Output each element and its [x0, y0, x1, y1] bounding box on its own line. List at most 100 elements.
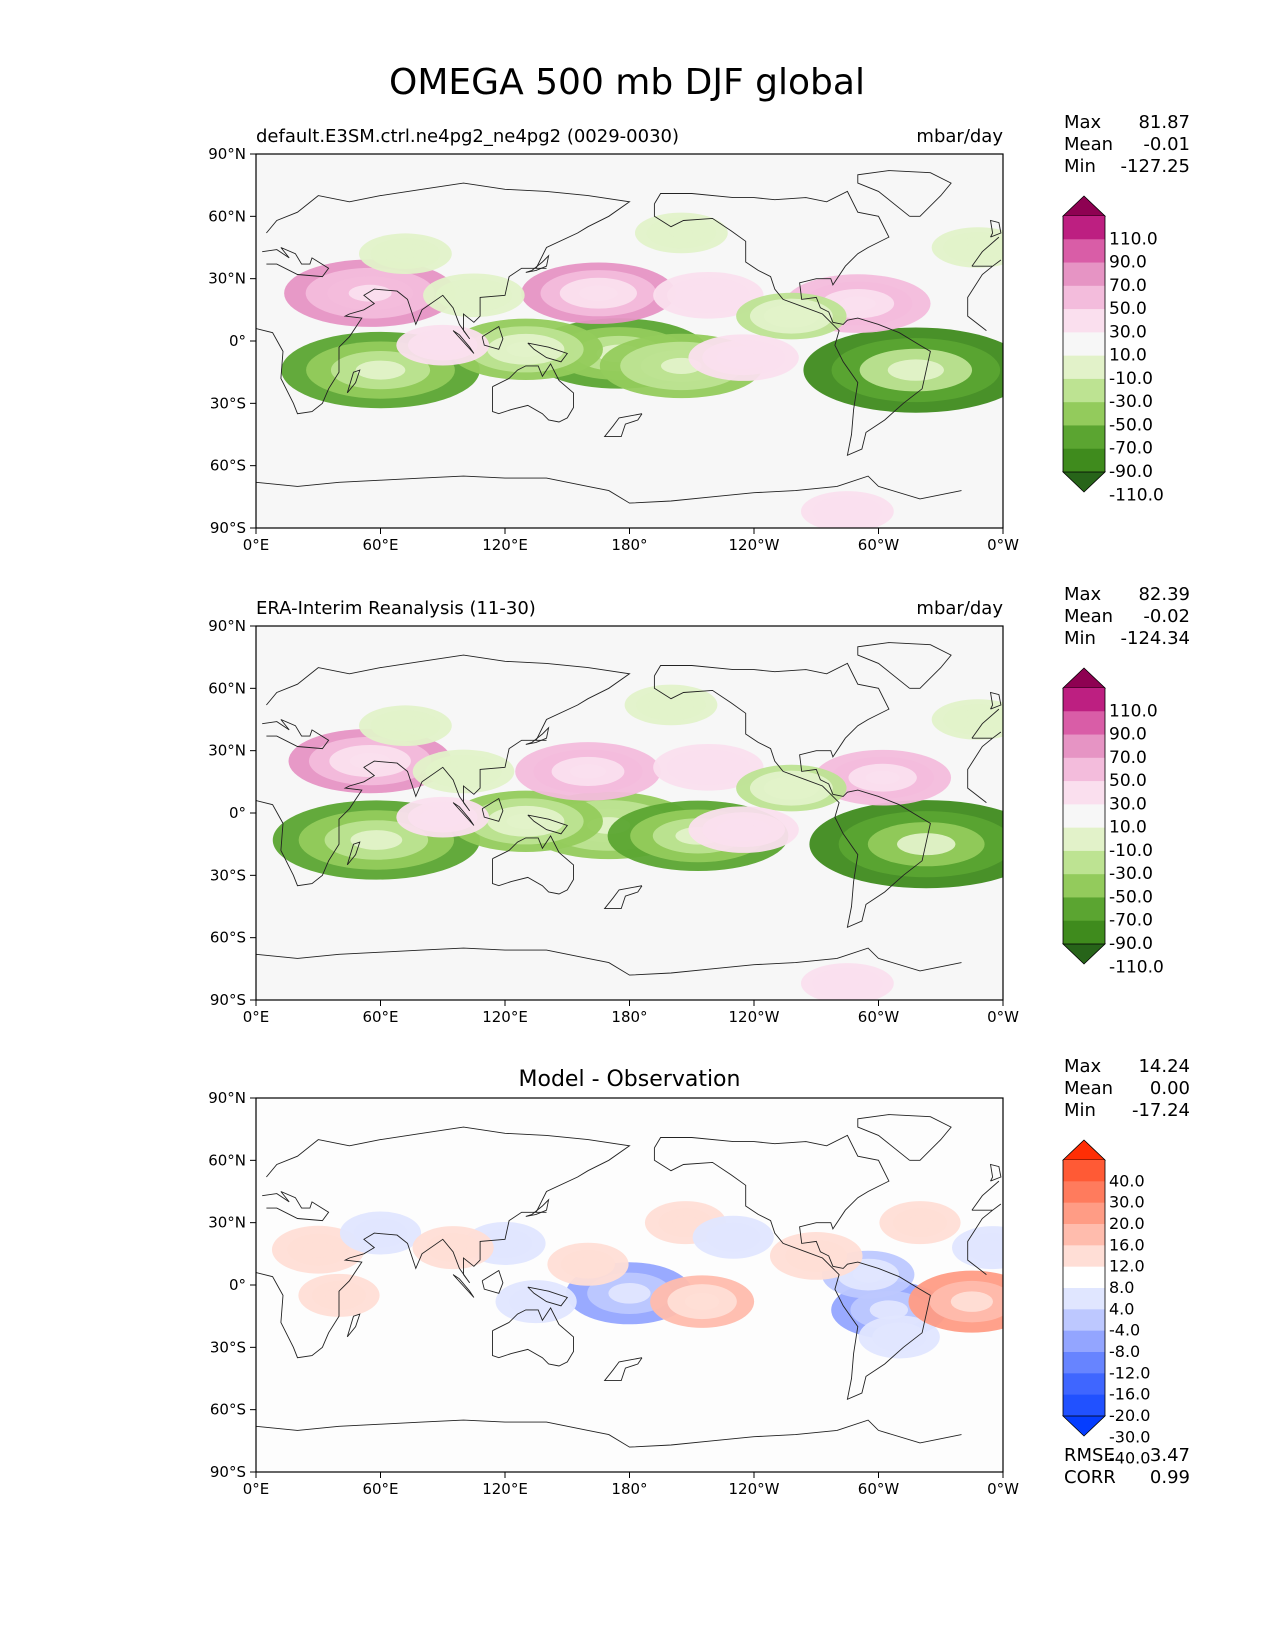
coastline — [857, 170, 952, 217]
colorbar-label: -50.0 — [1109, 887, 1153, 907]
colorbar-bin — [1063, 781, 1105, 805]
contour-blob — [950, 1291, 993, 1312]
colorbar-bin — [1063, 216, 1105, 240]
contour-blob — [835, 978, 859, 989]
x-tick-label: 120°E — [482, 1008, 528, 1026]
colorbar-outline — [1062, 216, 1106, 472]
x-tick-label: 120°W — [729, 1480, 780, 1498]
colorbar-bin — [1063, 1394, 1105, 1417]
colorbar-bin — [1063, 1224, 1105, 1246]
colorbar-label: -4.0 — [1109, 1321, 1140, 1340]
colorbar-label: 20.0 — [1109, 1214, 1145, 1233]
contour-blob — [887, 359, 944, 381]
stat-value: 0.99 — [1150, 1467, 1190, 1488]
colorbar-bin — [1063, 897, 1105, 922]
contour-blob — [885, 1329, 913, 1345]
stat-value: 3.47 — [1150, 1445, 1190, 1466]
x-tick-label: 60°W — [858, 1008, 900, 1026]
contour-blob — [777, 782, 806, 794]
y-tick-label: 60°N — [208, 207, 246, 225]
contour-blob — [684, 1292, 720, 1311]
colorbar-bin — [1063, 920, 1105, 945]
y-tick-label: 30°S — [210, 1338, 246, 1356]
coastline — [857, 1114, 952, 1161]
colorbar-bin — [1063, 1181, 1105, 1204]
colorbar-label: 50.0 — [1109, 771, 1147, 791]
stat-value: 81.87 — [1138, 112, 1190, 133]
colorbar-label: 110.0 — [1109, 229, 1158, 249]
contour-blob — [865, 770, 900, 785]
stat-value: -17.24 — [1132, 1100, 1190, 1121]
coastline — [256, 947, 962, 976]
y-tick-label: 30°S — [210, 866, 246, 884]
coastlines — [256, 1114, 1002, 1448]
stat-label: CORR — [1064, 1467, 1116, 1488]
panel-units: mbar/day — [916, 598, 1003, 619]
colorbar-label: -70.0 — [1109, 911, 1153, 931]
colorbar-bin — [1063, 1309, 1105, 1332]
contour-blob — [367, 1225, 394, 1241]
colorbar-extend-max — [1062, 195, 1106, 217]
contour-blob — [450, 765, 477, 777]
colorbar-extend-min — [1062, 1415, 1106, 1437]
stat-label: Min — [1064, 628, 1096, 649]
map-panel-test: 0°E 60°E 120°E 180° 120°W 60°W 0°W 90°N 60°N 30°N… — [208, 112, 1190, 554]
colorbar-bin — [1063, 239, 1105, 264]
y-tick-label: 60°S — [210, 457, 246, 475]
coastline — [989, 219, 1002, 238]
colorbar-label: -16.0 — [1109, 1385, 1150, 1404]
contour-blob — [694, 761, 723, 774]
colorbar-extend-min — [1062, 943, 1106, 965]
contour-blob — [729, 351, 758, 364]
colorbar-label: -40.0 — [1109, 1449, 1150, 1468]
contour-blob — [355, 360, 406, 380]
x-tick-label: 0°E — [243, 536, 270, 554]
y-tick-label: 90°N — [208, 145, 246, 163]
y-tick-label: 0° — [229, 332, 246, 350]
contour-blob — [348, 284, 392, 302]
coastline — [492, 835, 574, 895]
contour-blob — [777, 310, 806, 322]
stat-label: Min — [1064, 156, 1096, 177]
coastline — [653, 662, 931, 929]
contour-blob — [659, 699, 683, 711]
colorbar-label: -30.0 — [1109, 1427, 1150, 1446]
contour-blob — [579, 285, 618, 301]
stat-value: 0.00 — [1150, 1078, 1190, 1099]
colorbar-bin — [1063, 309, 1105, 333]
y-tick-label: 0° — [229, 1276, 246, 1294]
map-panel-reference: 0°E 60°E 120°E 180° 120°W 60°W 0°W 90°N 60°N 30°N… — [208, 584, 1190, 1026]
colorbar-label: -12.0 — [1109, 1363, 1150, 1382]
colorbar-label: -70.0 — [1109, 439, 1153, 459]
colorbar-extend-max — [1062, 1139, 1106, 1161]
coastline — [256, 475, 962, 504]
colorbar-outline — [1062, 1160, 1106, 1416]
y-tick-label: 60°S — [210, 929, 246, 947]
colorbar-label: -110.0 — [1109, 957, 1164, 977]
coastline — [525, 726, 550, 745]
colorbar-label: -30.0 — [1109, 392, 1153, 412]
coastline — [603, 1357, 643, 1382]
colorbar-label: -90.0 — [1109, 934, 1153, 954]
coastline — [481, 325, 504, 350]
map-panel-difference: 0°E 60°E 120°E 180° 120°W 60°W 0°W 90°N 60°N 30°N… — [208, 1056, 1190, 1498]
colorbar-label: 8.0 — [1109, 1278, 1134, 1297]
colorbar-bin — [1063, 448, 1105, 473]
contour-blob — [869, 1300, 909, 1320]
panel-title: ERA-Interim Reanalysis (11-30) — [256, 598, 536, 619]
colorbar-label: 10.0 — [1109, 818, 1147, 838]
coastline — [857, 642, 952, 689]
colorbar-extend-min — [1062, 471, 1106, 493]
y-tick-label: 90°S — [210, 519, 246, 537]
colorbar-bin — [1063, 874, 1105, 898]
y-tick-label: 60°N — [208, 1151, 246, 1169]
colorbar-label: -90.0 — [1109, 462, 1153, 482]
colorbar-label: 16.0 — [1109, 1235, 1145, 1254]
contour-blob — [393, 248, 417, 259]
y-tick-label: 30°N — [208, 742, 246, 760]
colorbar-bin — [1063, 757, 1105, 782]
colorbar-bin — [1063, 1352, 1105, 1374]
colorbar-bin — [1063, 1202, 1105, 1225]
colorbar-bin — [1063, 1330, 1105, 1353]
stat-value: -0.01 — [1143, 134, 1190, 155]
